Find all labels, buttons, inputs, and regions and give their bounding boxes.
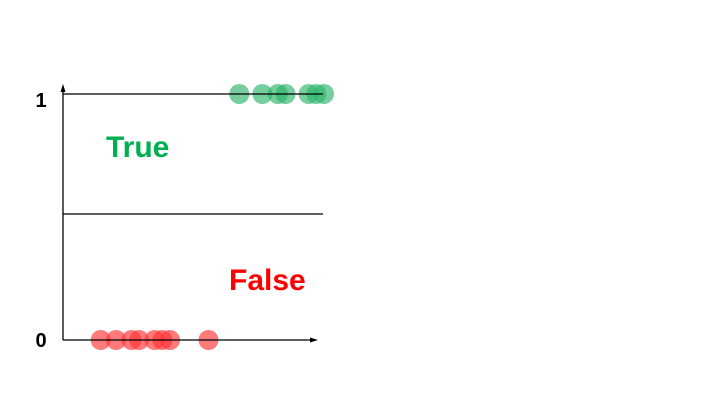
y-axis-arrow: [60, 84, 66, 92]
false-region-label: False: [229, 264, 306, 297]
y-tick-label-0: 0: [35, 330, 46, 352]
true-region-label: True: [106, 131, 169, 164]
x-axis-arrow: [310, 337, 318, 343]
data-points: [90, 84, 334, 350]
true-data-point: [314, 84, 334, 104]
y-tick-label-1: 1: [35, 90, 46, 112]
